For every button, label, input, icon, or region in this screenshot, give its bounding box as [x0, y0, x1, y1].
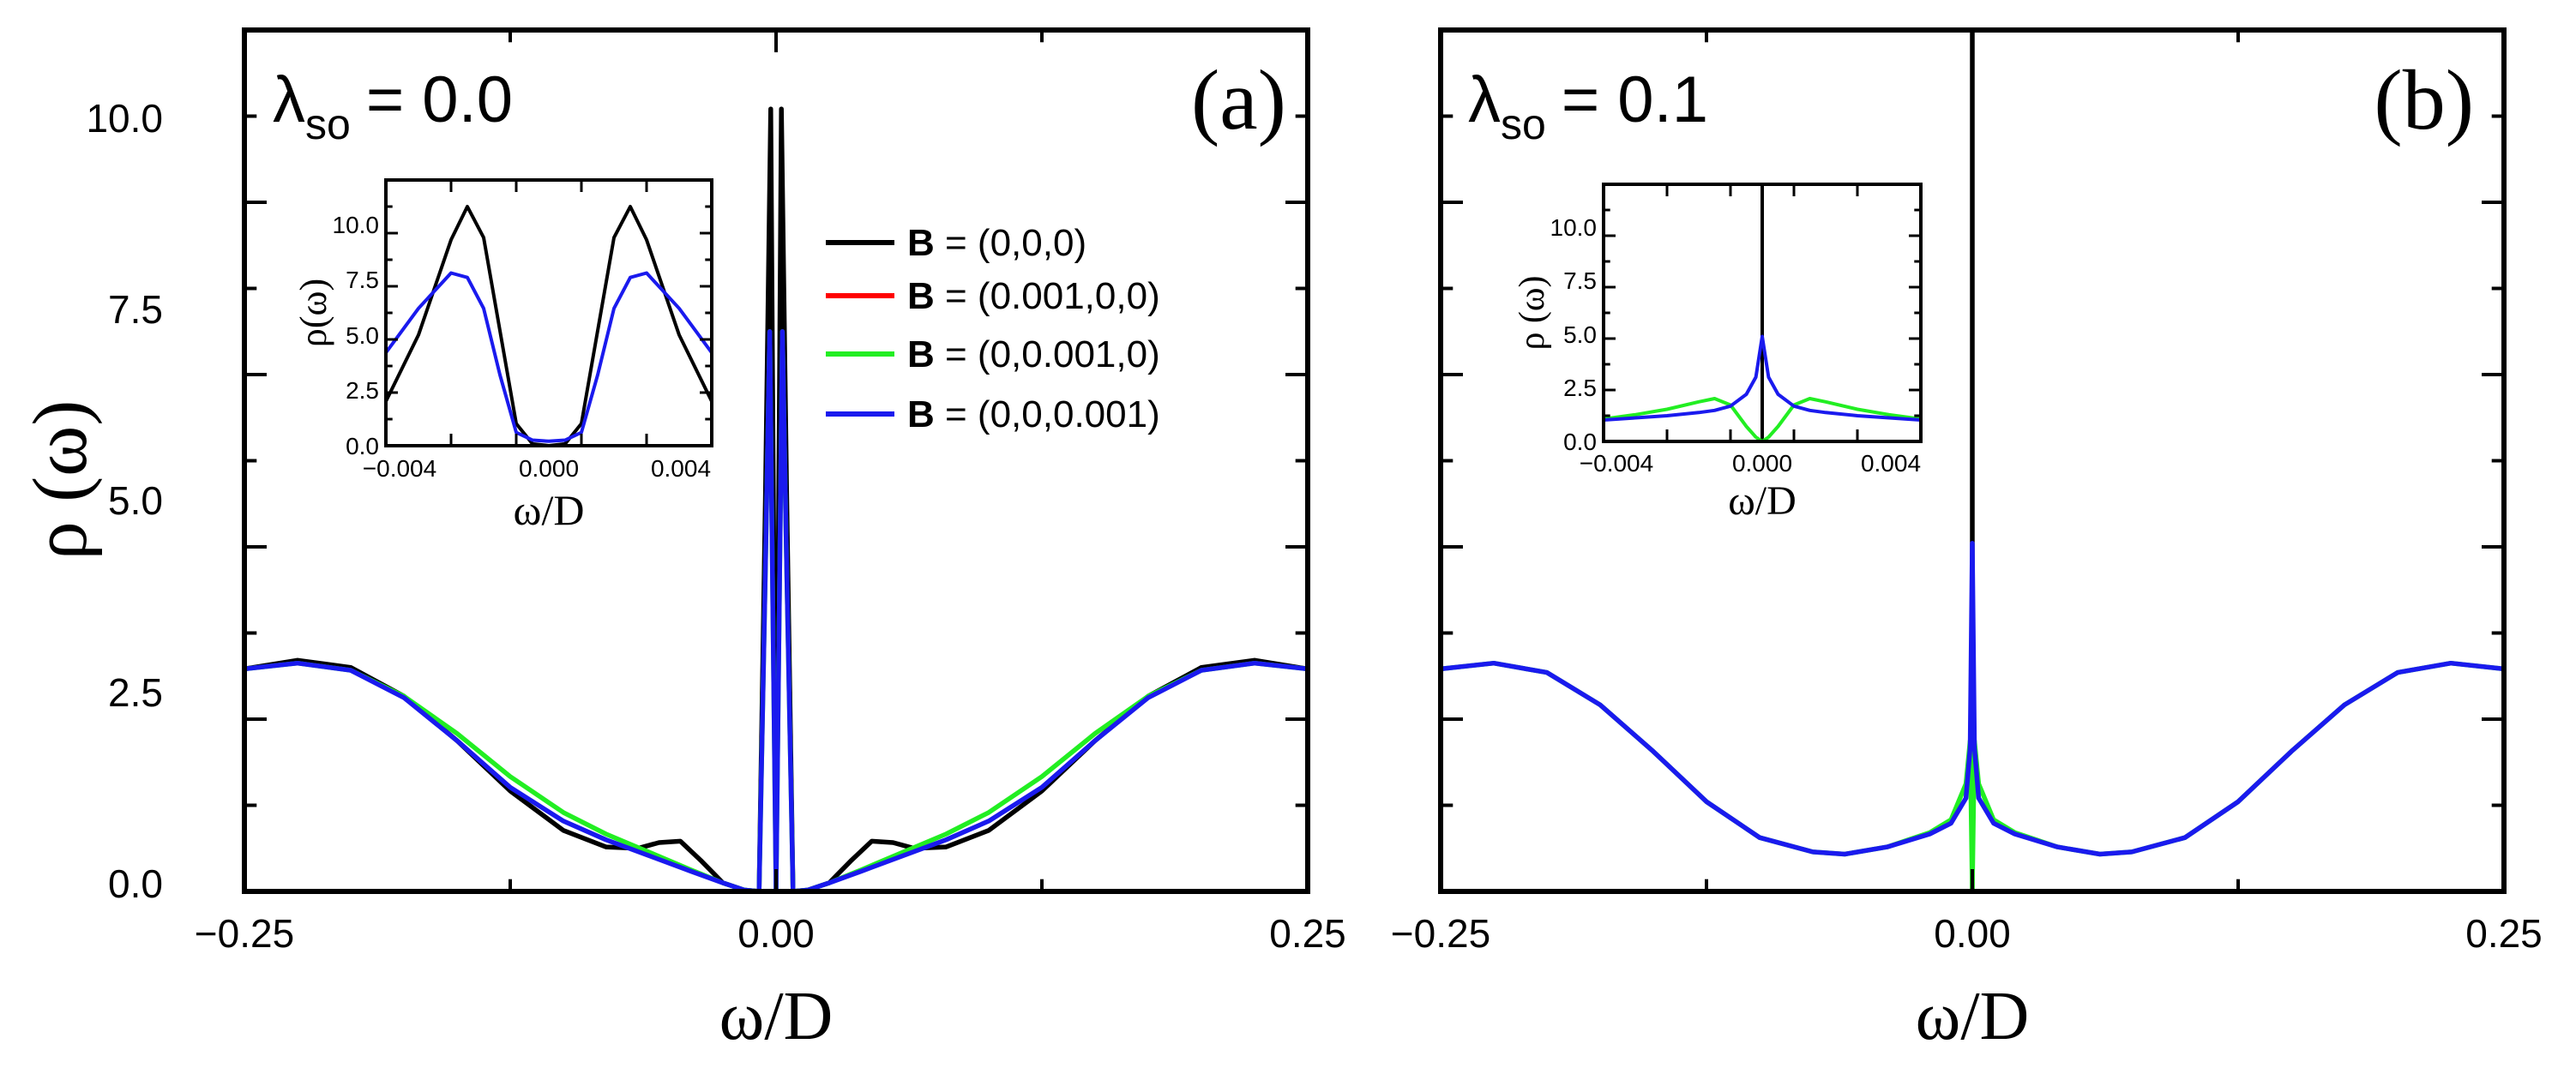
panel-b-xtick-label-2: 0.25 — [2465, 911, 2543, 956]
lambda-value: = 0.1 — [1562, 63, 1708, 136]
lambda-symbol: λ — [1468, 63, 1501, 136]
legend-entry-2: B = (0,0.001,0) — [907, 333, 1160, 375]
panel-b-inset-y-axis-label: ρ (ω) — [1513, 275, 1552, 350]
legend-entry-0: B = (0,0,0) — [907, 222, 1086, 264]
panel-a-inset-ticks — [384, 178, 713, 447]
panel-a-inset-xtick-label-0: −0.004 — [363, 455, 436, 482]
panel-b-inset-x-axis-label: ω/D — [1728, 478, 1797, 524]
panel-a: 0.0 2.5 5.0 7.5 10.0 −0.25 0.00 0.25 ω/D… — [18, 27, 1346, 1054]
panel-b-inset-xtick-label-0: −0.004 — [1580, 450, 1653, 477]
panel-b-inset-series-line-2 — [1603, 334, 1922, 422]
panel-a-ytick-label-2: 5.0 — [108, 478, 163, 523]
panel-a-inset-x-axis-label: ω/D — [514, 486, 585, 534]
lambda-subscript: so — [1501, 100, 1546, 148]
panel-a-x-axis-label: ω/D — [719, 979, 834, 1054]
panel-b-inset-xtick-label-2: 0.004 — [1861, 450, 1921, 477]
panel-a-inset-ytick-label-0: 0.0 — [346, 433, 379, 459]
panel-a-xtick-label-0: −0.25 — [195, 911, 294, 956]
legend: B = (0,0,0) B = (0.001,0,0) B = (0,0.001… — [826, 222, 1160, 435]
panel-b-series-line-2 — [1438, 541, 2507, 857]
panel-a-ytick-label-1: 2.5 — [108, 670, 163, 715]
panel-b-inset-ticks — [1602, 183, 1923, 443]
panel-a-inset-ytick-label-2: 5.0 — [346, 322, 379, 349]
panel-b-inset-xtick-label-1: 0.000 — [1732, 450, 1792, 477]
panel-a-y-axis-label: ρ (ω) — [18, 400, 103, 561]
panel-a-inset-ytick-label-4: 10.0 — [333, 212, 380, 238]
panel-a-ticks — [243, 28, 1309, 893]
lambda-subscript: so — [305, 100, 351, 148]
panel-b-inset-ytick-label-3: 7.5 — [1563, 267, 1597, 294]
legend-entry-1: B = (0.001,0,0) — [907, 275, 1160, 317]
panel-a-inset-y-axis-label: ρ(ω) — [292, 279, 334, 347]
panel-a-xtick-label-1: 0.00 — [737, 911, 815, 956]
panel-a-ytick-label-4: 10.0 — [86, 96, 163, 141]
panel-a-inset-ytick-label-3: 7.5 — [346, 267, 379, 293]
panel-b-inset: 0.0 2.5 5.0 7.5 10.0 −0.004 0.000 0.004 … — [1513, 183, 1923, 524]
panel-a-lambda-annotation: λso = 0.0 — [273, 63, 513, 148]
panel-a-label: (a) — [1191, 52, 1286, 147]
panel-a-inset-xtick-label-2: 0.004 — [651, 455, 711, 482]
panel-a-inset-background — [386, 180, 712, 446]
panel-a-inset-xtick-label-1: 0.000 — [519, 455, 579, 482]
panel-b-inset-ytick-label-4: 10.0 — [1550, 214, 1598, 241]
lambda-symbol: λ — [273, 63, 305, 136]
panel-a-inset: 0.0 2.5 5.0 7.5 10.0 −0.004 0.000 0.004 … — [292, 178, 713, 534]
panel-b-ticks — [1439, 28, 2506, 893]
panel-b-x-axis-label: ω/D — [1916, 979, 2030, 1054]
lambda-value: = 0.0 — [366, 63, 513, 136]
panel-b-inset-ytick-label-0: 0.0 — [1563, 429, 1597, 455]
panel-b-lambda-annotation: λso = 0.1 — [1468, 63, 1708, 148]
panel-a-ytick-label-0: 0.0 — [108, 861, 163, 906]
panel-b-xtick-label-1: 0.00 — [1934, 911, 2011, 956]
panel-a-inset-series-line-1 — [384, 271, 713, 443]
panel-b-label: (b) — [2374, 52, 2474, 147]
panel-a-ytick-label-3: 7.5 — [108, 287, 163, 332]
legend-entry-3: B = (0,0,0.001) — [907, 393, 1160, 435]
panel-b: −0.25 0.00 0.25 ω/D (b) λso = 0.1 0.0 2.5… — [1391, 27, 2543, 1054]
panel-b-inset-ytick-label-1: 2.5 — [1563, 375, 1597, 401]
panel-b-inset-ytick-label-2: 5.0 — [1563, 321, 1597, 348]
panel-b-xtick-label-0: −0.25 — [1391, 911, 1490, 956]
panel-a-inset-ytick-label-1: 2.5 — [346, 377, 379, 404]
panel-a-xtick-label-2: 0.25 — [1269, 911, 1346, 956]
